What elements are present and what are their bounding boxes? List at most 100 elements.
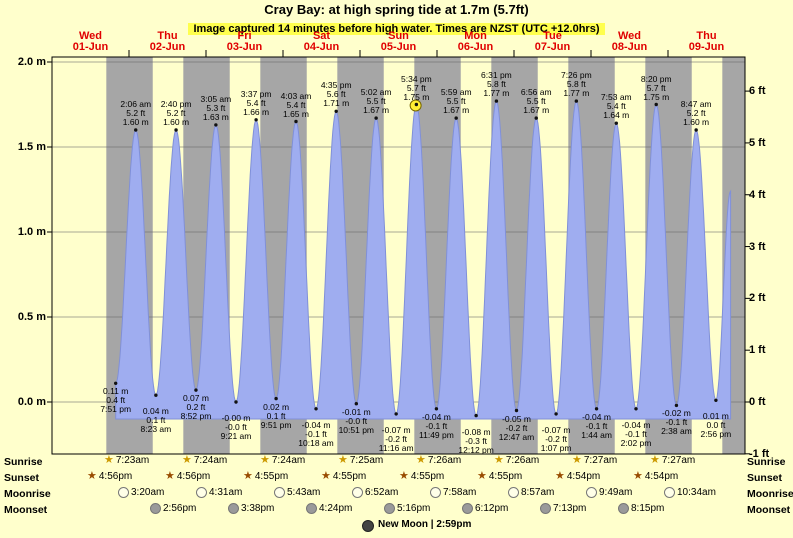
m-axis-tick-label: 1.0 m [17, 226, 46, 238]
capture-note: Image captured 14 minutes before high wa… [188, 23, 605, 35]
low-tide-label: -0.04 m -0.1 ft 10:18 am [298, 419, 334, 448]
sunset-star-icon: ★ [321, 470, 331, 482]
sunset-time: 4:55pm [332, 471, 367, 482]
ft-axis-tick-label: 5 ft [749, 136, 766, 149]
sunrise-star-icon: ★ [572, 454, 582, 466]
sunset-time: 4:55pm [254, 471, 289, 482]
sunrise-row-label-right: Sunrise [747, 456, 786, 468]
moonrise-time: 6:52am [365, 487, 399, 498]
moonset-icon [618, 503, 629, 514]
moonset-icon [306, 503, 317, 514]
tide-extreme-dot [274, 396, 278, 401]
moonrise-row-label-right: Moonrise [747, 488, 793, 500]
moonrise-icon [118, 487, 129, 498]
sunset-star-icon: ★ [633, 470, 643, 482]
moonset-icon [150, 503, 161, 514]
ft-axis-tick-label: 3 ft [749, 240, 766, 253]
sunrise-star-icon: ★ [260, 454, 270, 466]
moonrise-time: 3:20am [131, 487, 165, 498]
day-label: Sat 04-Jun [303, 30, 340, 53]
capture-note-wrap: Image captured 14 minutes before high wa… [0, 19, 793, 37]
low-tide-label: 0.02 m 0.1 ft 9:51 pm [260, 401, 292, 430]
sunrise-star-icon: ★ [416, 454, 426, 466]
day-label: Tue 07-Jun [534, 30, 571, 53]
tide-extreme-dot [474, 413, 478, 418]
high-tide-label: 3:37 pm 5.4 ft 1.66 m [240, 88, 272, 117]
moonrise-icon [196, 487, 207, 498]
moonset-icon [384, 503, 395, 514]
moonrise-item: 7:58am [430, 487, 476, 498]
sunrise-item: ★ 7:24am [260, 454, 305, 467]
high-tide-label: 8:20 pm 5.7 ft 1.75 m [640, 73, 672, 102]
tide-extreme-dot [694, 128, 698, 132]
sunrise-item: ★ 7:26am [416, 454, 461, 467]
tide-extreme-dot [254, 118, 258, 122]
high-tide-label: 5:59 am 5.5 ft 1.67 m [440, 87, 472, 116]
low-tide-label: -0.02 m -0.1 ft 2:38 am [661, 408, 692, 437]
moonrise-time: 5:43am [287, 487, 321, 498]
low-tide-label: -0.04 m -0.1 ft 11:49 pm [419, 411, 454, 440]
moonrise-item: 5:43am [274, 487, 320, 498]
sunrise-item: ★ 7:26am [494, 454, 539, 467]
sunrise-item: ★ 7:25am [338, 454, 383, 467]
moonset-icon [462, 503, 473, 514]
sunrise-star-icon: ★ [494, 454, 504, 466]
m-axis-tick-label: 0.0 m [17, 396, 46, 408]
sunset-item: ★ 4:54pm [555, 471, 600, 483]
moonset-time: 4:24pm [319, 503, 353, 514]
tide-extreme-dot [534, 116, 538, 120]
moonset-item: 8:15pm [618, 503, 664, 514]
sunset-star-icon: ★ [165, 470, 175, 482]
low-tide-label: 0.04 m 0.1 ft 8:23 am [140, 406, 172, 435]
tide-extreme-dot [454, 116, 458, 120]
sunset-item: ★ 4:56pm [87, 470, 132, 483]
moonrise-time: 4:31am [209, 487, 243, 498]
moonset-row-label-right: Moonset [747, 504, 791, 516]
moonrise-time: 9:49am [599, 487, 633, 498]
tide-curve [115, 100, 732, 420]
tide-extreme-dot [514, 408, 519, 413]
tide-extreme-dot [594, 407, 599, 411]
day-label: Sun 05-Jun [380, 30, 417, 53]
sunset-star-icon: ★ [399, 470, 409, 482]
high-tide-label: 2:06 am 5.2 ft 1.60 m [120, 99, 152, 127]
sunrise-item: ★ 7:23am [104, 455, 149, 467]
new-moon-label: New Moon | 2:59pm [378, 519, 472, 530]
moonrise-icon [586, 487, 597, 498]
plot-border [51, 56, 746, 455]
tide-extreme-dot [574, 99, 579, 103]
sunset-time: 4:56pm [176, 471, 211, 482]
sunrise-star-icon: ★ [650, 454, 660, 466]
low-tide-label: 0.01 m 0.0 ft 2:56 pm [700, 411, 732, 440]
ft-axis-tick-label: 6 ft [749, 85, 766, 98]
moonrise-item: 10:34am [664, 487, 716, 498]
high-tide-label: 6:56 am 5.5 ft 1.67 m [520, 87, 552, 116]
moonrise-time: 8:57am [521, 487, 555, 498]
high-tide-label: 5:02 am 5.5 ft 1.67 m [360, 87, 392, 116]
high-tide-label: 8:47 am 5.2 ft 1.60 m [680, 99, 712, 127]
sunset-star-icon: ★ [87, 470, 97, 482]
moonset-time: 5:16pm [397, 503, 431, 514]
tide-extreme-dot [634, 407, 638, 411]
moonrise-item: 8:57am [508, 487, 554, 498]
sunrise-item: ★ 7:27am [650, 454, 696, 467]
moonset-time: 2:56pm [163, 503, 197, 514]
sunset-time: 4:55pm [410, 471, 445, 482]
sunrise-time: 7:27am [661, 455, 696, 466]
ft-axis-tick-label: 2 ft [749, 292, 766, 305]
tide-extreme-dot [414, 102, 419, 107]
tide-extreme-dot [614, 121, 618, 125]
day-label: Mon 06-Jun [457, 30, 494, 53]
sunrise-item: ★ 7:24am [182, 455, 227, 467]
moonrise-item: 6:52am [352, 487, 398, 498]
sunset-item: ★ 4:54pm [633, 470, 678, 483]
sunset-star-icon: ★ [243, 470, 253, 482]
moonrise-item: 4:31am [196, 487, 242, 498]
m-axis-tick-label: 0.5 m [17, 311, 46, 323]
sunrise-star-icon: ★ [338, 454, 348, 466]
tide-extreme-dot [294, 119, 298, 124]
moonrise-time: 10:34am [677, 487, 716, 498]
